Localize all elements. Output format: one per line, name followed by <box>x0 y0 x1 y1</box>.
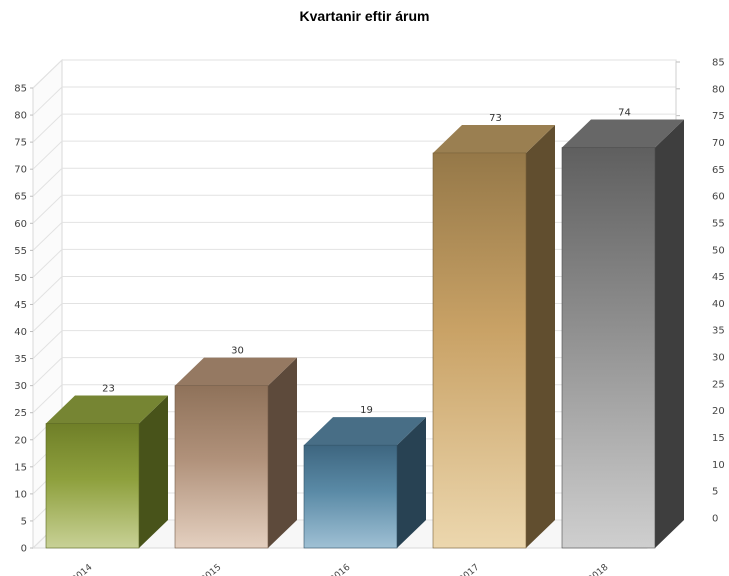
secondary-y-tick-label: 85 <box>712 58 725 69</box>
secondary-y-tick-label: 30 <box>712 353 725 364</box>
bar-front-face <box>174 385 269 549</box>
bar-2018 <box>561 119 684 549</box>
y-tick-label: 25 <box>14 408 27 419</box>
gridline <box>32 59 676 89</box>
bar-front-face <box>303 444 398 549</box>
bar-front-face <box>561 147 656 549</box>
secondary-y-tick-label: 45 <box>712 272 725 283</box>
x-tick-label-2014: 2014 <box>70 562 94 576</box>
bar-side-face <box>526 124 555 549</box>
bar-top-face <box>46 395 168 424</box>
bar-2016 <box>303 417 426 549</box>
secondary-y-tick-label: 70 <box>712 138 725 149</box>
bar-side-face <box>397 417 426 548</box>
y-tick-label: 65 <box>14 192 27 203</box>
y-tick-label: 15 <box>14 462 27 473</box>
secondary-y-tick-label: 20 <box>712 406 725 417</box>
y-tick-label: 60 <box>14 219 27 230</box>
secondary-y-tick-label: 55 <box>712 218 725 229</box>
secondary-y-tick-label: 65 <box>712 165 725 176</box>
secondary-y-tick-label: 80 <box>712 84 725 95</box>
y-tick-label: 50 <box>14 273 27 284</box>
y-tick-label: 70 <box>14 165 27 176</box>
secondary-y-tick-label: 50 <box>712 245 725 256</box>
bar-side-face <box>139 395 168 548</box>
gridline <box>32 86 676 116</box>
data-label-2015: 30 <box>231 346 244 357</box>
y-tick-label: 55 <box>14 246 27 257</box>
secondary-y-tick-label: 60 <box>712 192 725 203</box>
y-tick-label: 10 <box>14 489 27 500</box>
bar-side-face <box>268 357 297 548</box>
y-tick-label: 0 <box>21 544 27 555</box>
y-tick-label: 30 <box>14 381 27 392</box>
bars <box>45 119 684 549</box>
bar-2017 <box>432 124 555 549</box>
bar-top-face <box>175 357 297 386</box>
y-tick-label: 20 <box>14 435 27 446</box>
bar-top-face <box>304 417 426 446</box>
bar-2014 <box>45 395 168 549</box>
y-tick-label: 40 <box>14 327 27 338</box>
data-label-2018: 74 <box>618 108 631 119</box>
data-label-2014: 23 <box>102 384 115 395</box>
x-tick-label-2018: 2018 <box>586 562 610 576</box>
bar-top-face <box>562 119 684 148</box>
y-tick-label: 85 <box>14 84 27 95</box>
bar-2015 <box>174 357 297 549</box>
data-label-2017: 73 <box>489 113 502 124</box>
secondary-y-tick-label: 75 <box>712 111 725 122</box>
secondary-y-tick-label: 25 <box>712 379 725 390</box>
y-tick-label: 5 <box>21 516 27 527</box>
secondary-y-tick-label: 35 <box>712 326 725 337</box>
x-tick-label-2016: 2016 <box>328 562 352 576</box>
y-tick-label: 75 <box>14 138 27 149</box>
bar-front-face <box>45 423 140 549</box>
secondary-y-tick-label: 40 <box>712 299 725 310</box>
y-tick-label: 80 <box>14 111 27 122</box>
secondary-y-tick-label: 10 <box>712 460 725 471</box>
x-tick-label-2017: 2017 <box>457 563 481 576</box>
data-label-2016: 19 <box>360 405 373 416</box>
y-tick-label: 45 <box>14 300 27 311</box>
bar-top-face <box>433 124 555 153</box>
y-tick-label: 35 <box>14 354 27 365</box>
bar-front-face <box>432 152 527 549</box>
secondary-y-tick-label: 15 <box>712 433 725 444</box>
gridline <box>32 113 676 143</box>
bar-side-face <box>655 119 684 548</box>
secondary-y-tick-label: 5 <box>712 487 718 498</box>
secondary-y-tick-label: 0 <box>712 514 718 525</box>
chart-title: Kvartanir eftir árum <box>299 8 430 24</box>
x-tick-label-2015: 2015 <box>199 563 223 576</box>
